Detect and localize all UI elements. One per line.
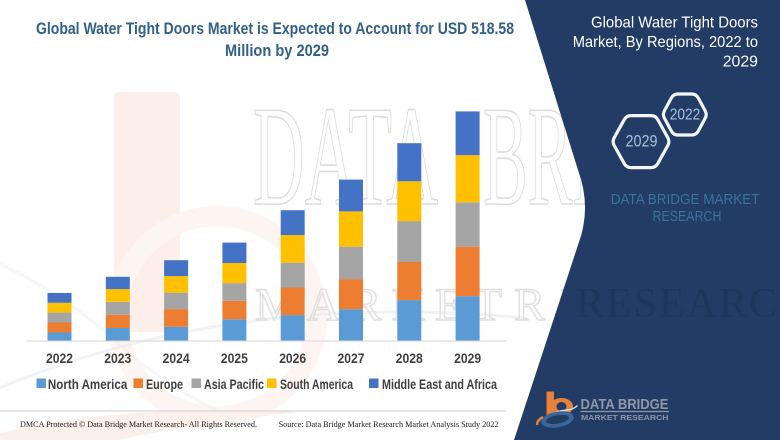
svg-text:DMCA Protected © Data Bridge M: DMCA Protected © Data Bridge Market Rese… — [20, 419, 257, 429]
svg-text:RESEARCH: RESEARCH — [576, 281, 780, 327]
svg-text:RESEARCH: RESEARCH — [653, 209, 722, 225]
svg-text:Global Water Tight Doors: Global Water Tight Doors — [591, 15, 758, 32]
svg-text:2029: 2029 — [723, 54, 758, 71]
svg-text:Source: Data Bridge Market Res: Source: Data Bridge Market Research Mark… — [279, 419, 499, 429]
svg-text:Global Water Tight Doors Marke: Global Water Tight Doors Market is Expec… — [36, 19, 514, 38]
svg-text:Market, By Regions, 2022 to: Market, By Regions, 2022 to — [573, 34, 758, 51]
svg-text:2029: 2029 — [454, 350, 481, 366]
svg-text:Million by 2029: Million by 2029 — [225, 41, 329, 60]
svg-text:Middle East and Africa: Middle East and Africa — [382, 377, 497, 392]
svg-text:North America: North America — [48, 377, 128, 392]
svg-text:2023: 2023 — [104, 350, 131, 366]
svg-text:DATA BRIDGE MARKET: DATA BRIDGE MARKET — [611, 192, 760, 208]
svg-text:2022: 2022 — [670, 107, 701, 124]
svg-text:Asia Pacific: Asia Pacific — [204, 377, 264, 392]
svg-text:Europe: Europe — [146, 377, 183, 392]
svg-text:2025: 2025 — [221, 350, 248, 366]
svg-text:2028: 2028 — [396, 350, 423, 366]
svg-text:2026: 2026 — [279, 350, 306, 366]
svg-text:2022: 2022 — [46, 350, 73, 366]
svg-text:MARKET RESEARCH: MARKET RESEARCH — [581, 415, 669, 422]
svg-text:DATA BRIDGE: DATA BRIDGE — [581, 396, 669, 413]
svg-text:2027: 2027 — [338, 350, 365, 366]
svg-text:2024: 2024 — [163, 350, 190, 366]
svg-text:2029: 2029 — [626, 133, 658, 151]
svg-text:South America: South America — [280, 377, 353, 392]
